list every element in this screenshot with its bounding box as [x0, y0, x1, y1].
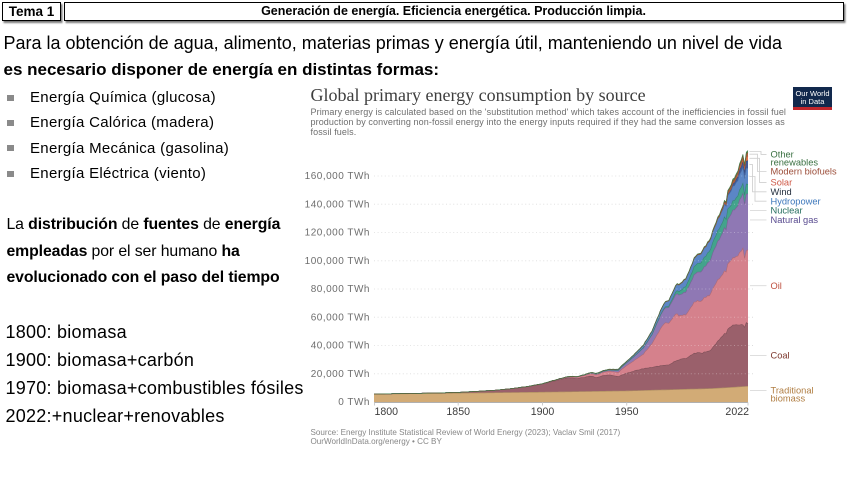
svg-text:Oil: Oil — [771, 281, 782, 291]
svg-text:1950: 1950 — [615, 406, 639, 418]
svg-text:0 TWh: 0 TWh — [338, 397, 370, 408]
svg-text:40,000 TWh: 40,000 TWh — [311, 341, 370, 352]
svg-text:Coal: Coal — [771, 351, 790, 361]
svg-text:Hydropower: Hydropower — [771, 196, 821, 206]
svg-text:80,000 TWh: 80,000 TWh — [311, 284, 370, 295]
svg-text:Solar: Solar — [771, 178, 793, 188]
svg-text:1850: 1850 — [446, 406, 470, 418]
svg-text:Nuclear: Nuclear — [771, 206, 803, 216]
svg-text:2022: 2022 — [725, 406, 749, 418]
svg-text:Wind: Wind — [771, 187, 792, 197]
svg-text:renewables: renewables — [771, 158, 819, 168]
svg-text:biomass: biomass — [771, 394, 806, 404]
svg-text:1900: 1900 — [531, 406, 555, 418]
svg-text:Other: Other — [771, 150, 794, 160]
svg-text:140,000 TWh: 140,000 TWh — [305, 199, 370, 210]
svg-text:160,000 TWh: 160,000 TWh — [305, 171, 370, 182]
svg-text:1800: 1800 — [375, 406, 399, 418]
svg-text:Natural gas: Natural gas — [771, 215, 819, 225]
svg-text:Modern biofuels: Modern biofuels — [771, 167, 838, 177]
svg-text:120,000 TWh: 120,000 TWh — [305, 228, 370, 239]
svg-text:Traditional: Traditional — [771, 386, 814, 396]
svg-text:60,000 TWh: 60,000 TWh — [311, 312, 370, 323]
svg-text:100,000 TWh: 100,000 TWh — [305, 256, 370, 267]
svg-text:20,000 TWh: 20,000 TWh — [311, 369, 370, 380]
